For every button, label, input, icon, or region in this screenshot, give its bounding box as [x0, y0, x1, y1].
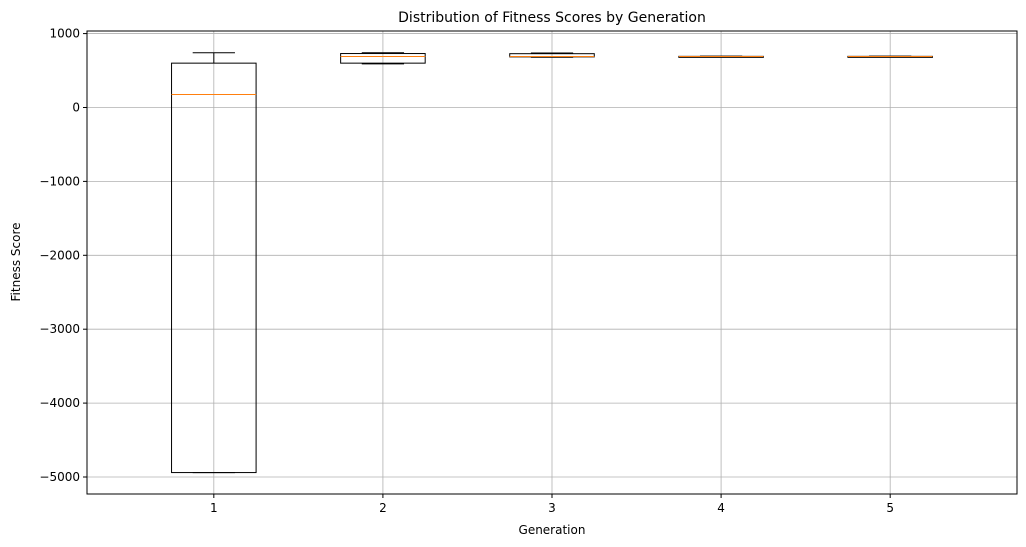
y-tick-label: −3000 [39, 322, 80, 336]
box-series [171, 52, 933, 474]
y-tick-label: −2000 [39, 248, 80, 262]
x-tick-label: 5 [886, 501, 894, 515]
box-group-gen-5 [847, 55, 933, 58]
x-tick-label: 1 [210, 501, 218, 515]
x-axis-label: Generation [519, 523, 586, 537]
y-tick-label: −4000 [39, 396, 80, 410]
x-tick-label: 3 [548, 501, 556, 515]
x-tick-label: 4 [717, 501, 725, 515]
y-tick-label: 0 [72, 100, 80, 114]
box-iqr [171, 62, 257, 474]
y-tick-label: −5000 [39, 470, 80, 484]
y-tick-label: −1000 [39, 174, 80, 188]
box-group-gen-2 [340, 52, 426, 65]
x-tick-label: 2 [379, 501, 387, 515]
x-axis: 1 2 3 4 5 [210, 494, 894, 515]
box-group-gen-4 [678, 55, 764, 58]
y-axis: 1000 0 −1000 −2000 −3000 −4000 −5000 [39, 27, 87, 484]
y-axis-label: Fitness Score [9, 223, 23, 302]
chart-title: Distribution of Fitness Scores by Genera… [398, 10, 706, 26]
box-group-gen-1 [171, 52, 257, 474]
box-iqr [340, 53, 426, 64]
box-group-gen-3 [509, 52, 595, 58]
y-tick-label: 1000 [49, 27, 80, 41]
grid-lines [87, 31, 1017, 494]
